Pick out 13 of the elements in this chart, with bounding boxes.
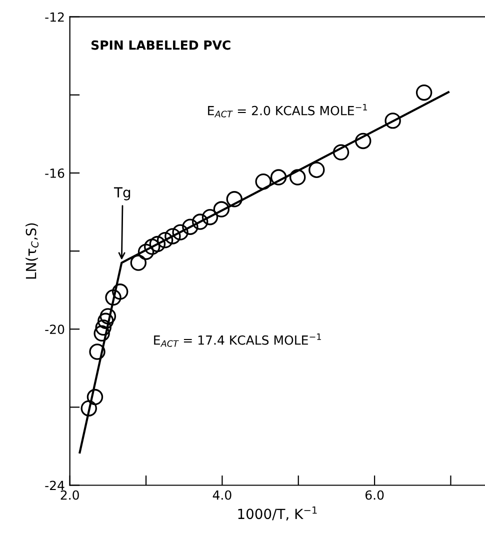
x-tick-label: 2.0 [60, 490, 79, 500]
y-tick-label: -20 [45, 324, 64, 334]
y-tick-label: -24 [45, 480, 64, 490]
annotation: SPIN LABELLED PVC [91, 40, 230, 50]
annotation: E$_{ACT}$ = 17.4 KCALS MOLE$^{−1}$ [154, 333, 321, 347]
y-tick-label: -16 [45, 168, 64, 178]
annotation: Tg [114, 187, 130, 200]
annotation: E$_{ACT}$ = 2.0 KCALS MOLE$^{−1}$ [208, 104, 367, 118]
x-tick-label: 6.0 [365, 490, 384, 500]
x-tick-label: 4.0 [212, 490, 232, 500]
x-axis-title: 1000/T, K$^{−1}$ [238, 506, 317, 521]
y-axis-title: LN(τ$_{C}$,S) [26, 223, 39, 279]
y-tick-label: -12 [45, 12, 64, 22]
